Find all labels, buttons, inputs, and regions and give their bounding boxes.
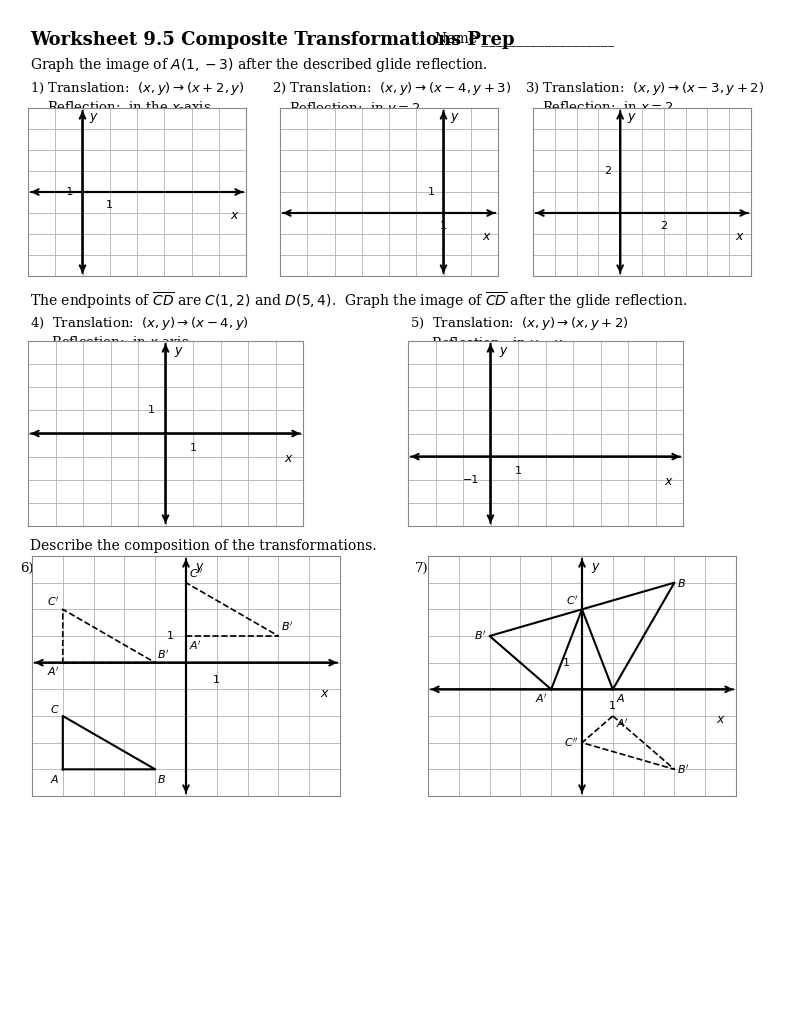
Text: 1: 1 xyxy=(440,221,447,231)
Text: $B'$: $B'$ xyxy=(474,630,486,642)
Text: 4)  Translation:  $(x, y) \rightarrow (x-4, y)$: 4) Translation: $(x, y) \rightarrow (x-4… xyxy=(30,315,249,332)
Text: $B'$: $B'$ xyxy=(677,763,690,776)
Text: $y$: $y$ xyxy=(89,112,99,125)
Text: $C'$: $C'$ xyxy=(47,595,59,608)
Text: Graph the image of $A(1,-3)$ after the described glide reflection.: Graph the image of $A(1,-3)$ after the d… xyxy=(30,56,488,74)
Text: 1: 1 xyxy=(190,442,196,453)
Text: $y$: $y$ xyxy=(499,345,509,358)
Text: $A'$: $A'$ xyxy=(536,692,548,705)
Text: $A$: $A$ xyxy=(51,773,59,785)
Text: $C''$: $C''$ xyxy=(564,736,579,750)
Text: Reflection:  in $y=2$: Reflection: in $y=2$ xyxy=(289,100,420,117)
Text: $A'$: $A'$ xyxy=(189,639,202,651)
Text: 7): 7) xyxy=(415,562,429,575)
Text: $y$: $y$ xyxy=(591,561,601,574)
Text: $x$: $x$ xyxy=(320,687,330,699)
Text: $x$: $x$ xyxy=(664,475,674,488)
Text: $x$: $x$ xyxy=(735,229,745,243)
Text: Name ___________________: Name ___________________ xyxy=(435,31,615,46)
Text: $A'$: $A'$ xyxy=(616,718,629,730)
Text: $y$: $y$ xyxy=(450,112,460,125)
Text: $B'$: $B'$ xyxy=(157,648,169,662)
Text: 1: 1 xyxy=(106,201,113,210)
Text: 1: 1 xyxy=(147,406,154,416)
Text: 6): 6) xyxy=(20,562,34,575)
Text: 1: 1 xyxy=(609,701,616,712)
Text: 1: 1 xyxy=(428,187,435,197)
Text: 1: 1 xyxy=(562,657,570,668)
Text: $y$: $y$ xyxy=(626,112,637,125)
Text: 1) Translation:  $(x, y) \rightarrow (x+2, y)$: 1) Translation: $(x, y) \rightarrow (x+2… xyxy=(30,80,244,97)
Text: 1: 1 xyxy=(514,466,521,476)
Text: 1: 1 xyxy=(167,631,174,641)
Text: 3) Translation:  $(x, y) \rightarrow (x-3, y+2)$: 3) Translation: $(x, y) \rightarrow (x-3… xyxy=(525,80,764,97)
Text: Worksheet 9.5 Composite Transformations Prep: Worksheet 9.5 Composite Transformations … xyxy=(30,31,515,49)
Text: $C'$: $C'$ xyxy=(566,594,579,606)
Text: $y$: $y$ xyxy=(195,561,205,574)
Text: 2: 2 xyxy=(660,221,668,231)
Text: $x$: $x$ xyxy=(483,229,492,243)
Text: $B'$: $B'$ xyxy=(282,621,294,633)
Text: Reflection:  in $x$-axis: Reflection: in $x$-axis xyxy=(30,335,189,349)
Text: $y$: $y$ xyxy=(174,345,184,358)
Text: −1: −1 xyxy=(463,475,479,484)
Text: Reflection:  in the $x$-axis: Reflection: in the $x$-axis xyxy=(47,100,211,114)
Text: $B$: $B$ xyxy=(677,577,687,589)
Text: $A$: $A$ xyxy=(616,692,626,705)
Text: 2) Translation:  $(x, y) \rightarrow (x-4, y+3)$: 2) Translation: $(x, y) \rightarrow (x-4… xyxy=(272,80,512,97)
Text: $C$: $C$ xyxy=(50,702,59,715)
Text: $x$: $x$ xyxy=(230,209,240,222)
Text: The endpoints of $\overline{CD}$ are $C(1,2)$ and $D(5,4)$.  Graph the image of : The endpoints of $\overline{CD}$ are $C(… xyxy=(30,291,687,311)
Text: Reflection:  in $x=2$: Reflection: in $x=2$ xyxy=(542,100,673,114)
Text: $x$: $x$ xyxy=(716,714,725,726)
Text: 2: 2 xyxy=(604,166,611,176)
Text: $B$: $B$ xyxy=(157,773,165,785)
Text: −1: −1 xyxy=(58,187,74,197)
Text: $A'$: $A'$ xyxy=(47,666,59,678)
Text: 5)  Translation:  $(x, y) \rightarrow (x, y+2)$: 5) Translation: $(x, y) \rightarrow (x, … xyxy=(410,315,629,332)
Text: 1: 1 xyxy=(214,675,221,685)
Text: Describe the composition of the transformations.: Describe the composition of the transfor… xyxy=(30,539,377,553)
Text: Reflection:  in $y=x$: Reflection: in $y=x$ xyxy=(410,335,563,352)
Text: $C''$: $C''$ xyxy=(189,567,204,580)
Text: $x$: $x$ xyxy=(284,452,294,465)
